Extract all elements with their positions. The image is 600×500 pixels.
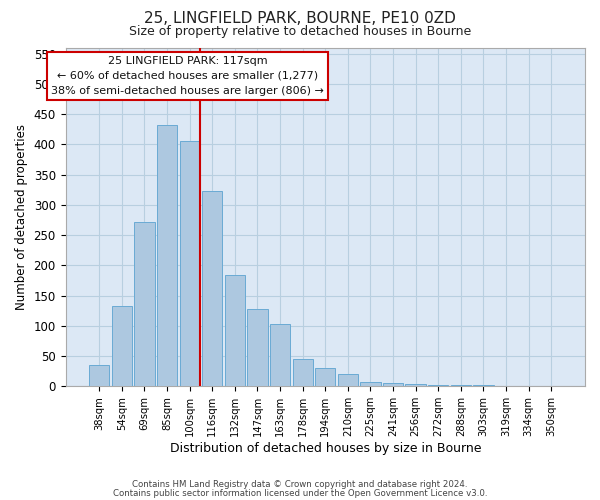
Bar (112, 306, 132, 386)
Bar (179, 142, 200, 386)
Bar (89, 365, 109, 386)
Text: 25 LINGFIELD PARK: 117sqm
← 60% of detached houses are smaller (1,277)
38% of se: 25 LINGFIELD PARK: 117sqm ← 60% of detac… (51, 56, 324, 96)
Bar (360, 382, 380, 386)
Bar (247, 309, 268, 386)
Y-axis label: Number of detached properties: Number of detached properties (15, 124, 28, 310)
Bar (406, 384, 426, 386)
Bar (428, 384, 448, 386)
Bar (293, 358, 313, 386)
Text: Contains public sector information licensed under the Open Government Licence v3: Contains public sector information licen… (113, 488, 487, 498)
Bar (383, 384, 403, 386)
Bar (202, 191, 223, 386)
Bar (473, 385, 494, 386)
Bar (134, 222, 155, 386)
Text: 25, LINGFIELD PARK, BOURNE, PE10 0ZD: 25, LINGFIELD PARK, BOURNE, PE10 0ZD (144, 11, 456, 26)
Bar (338, 374, 358, 386)
Bar (225, 275, 245, 386)
Text: Size of property relative to detached houses in Bourne: Size of property relative to detached ho… (129, 25, 471, 38)
Bar (157, 125, 177, 386)
X-axis label: Distribution of detached houses by size in Bourne: Distribution of detached houses by size … (170, 442, 481, 455)
Text: Contains HM Land Registry data © Crown copyright and database right 2024.: Contains HM Land Registry data © Crown c… (132, 480, 468, 489)
Bar (270, 324, 290, 386)
Bar (451, 385, 471, 386)
Bar (315, 368, 335, 386)
